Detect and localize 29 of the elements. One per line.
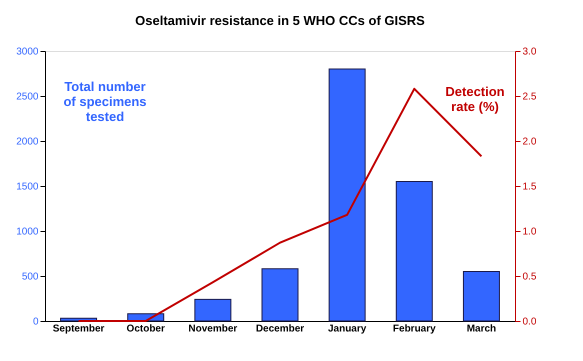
x-tick-label: January — [328, 324, 367, 334]
x-tick-label: November — [188, 324, 238, 334]
bar — [462, 271, 500, 322]
y2-tick-label: 0.0 — [522, 316, 537, 328]
x-tick-label: March — [466, 324, 496, 334]
y-tick-label: 1500 — [16, 182, 39, 192]
bar — [396, 181, 433, 322]
series-label: Detection rate (%) — [445, 84, 505, 114]
y2-tick-label: 1.0 — [522, 226, 537, 238]
y2-tick-label: 2.5 — [522, 92, 537, 102]
x-tick-label: September — [52, 324, 105, 334]
y2-tick-label: 3.0 — [522, 46, 537, 58]
y2-tick-label: 2.0 — [522, 136, 537, 148]
y-tick-label: 3000 — [16, 46, 39, 58]
bar — [262, 268, 298, 322]
text: Total number of specimens tested — [63, 79, 147, 124]
y-tick-label: 2000 — [16, 136, 39, 148]
y-tick-label: 1000 — [16, 226, 39, 238]
bar — [328, 68, 366, 322]
chart-title: Oseltamivir resistance in 5 WHO CCs of GISRS — [135, 13, 426, 28]
y-tick-label: 0 — [32, 316, 39, 328]
y2-tick-label: 1.5 — [522, 182, 537, 192]
x-tick-label: February — [392, 324, 436, 334]
bar — [194, 298, 232, 322]
y-tick-label: 2500 — [16, 92, 39, 102]
x-tick-label: October — [126, 324, 165, 334]
y2-tick-label: 0.5 — [522, 272, 537, 282]
x-tick-label: December — [256, 324, 304, 334]
y-tick-label: 500 — [22, 272, 39, 282]
